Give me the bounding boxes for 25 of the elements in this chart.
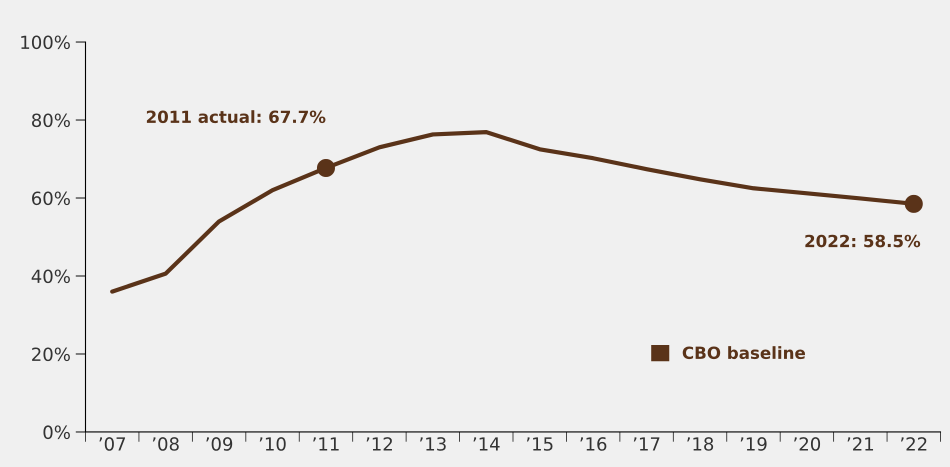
x-tick-label: ’14 (473, 437, 500, 451)
y-tick-label: 80% (32, 113, 70, 128)
x-tick-label: ’18 (687, 437, 714, 451)
y-tick-label: 40% (32, 269, 70, 284)
x-tick-label: ’22 (900, 437, 926, 451)
legend-label: CBO baseline (682, 346, 805, 360)
y-tick-label: 0% (43, 425, 70, 440)
x-tick-label: ’15 (526, 437, 552, 451)
x-tick-label: ’10 (260, 437, 286, 451)
x-tick-label: ’09 (206, 437, 232, 451)
x-tick-label: ’17 (634, 437, 660, 451)
x-tick-label: ’12 (366, 437, 392, 451)
annotation: 2011 actual: 67.7% (146, 110, 326, 124)
y-tick-label: 60% (32, 191, 70, 206)
x-tick-label: ’20 (794, 437, 820, 451)
annotation: 2022: 58.5% (805, 234, 920, 248)
x-tick-label: ’11 (313, 437, 339, 451)
x-tick-label: ’16 (580, 437, 606, 451)
y-tick-label: 100% (21, 35, 70, 50)
x-tick-label: ’19 (740, 437, 767, 451)
x-tick-label: ’07 (99, 437, 126, 451)
x-tick-label: ’21 (848, 437, 874, 451)
y-tick-label: 20% (32, 347, 70, 362)
x-tick-label: ’13 (420, 437, 446, 451)
x-tick-label: ’08 (152, 437, 179, 451)
